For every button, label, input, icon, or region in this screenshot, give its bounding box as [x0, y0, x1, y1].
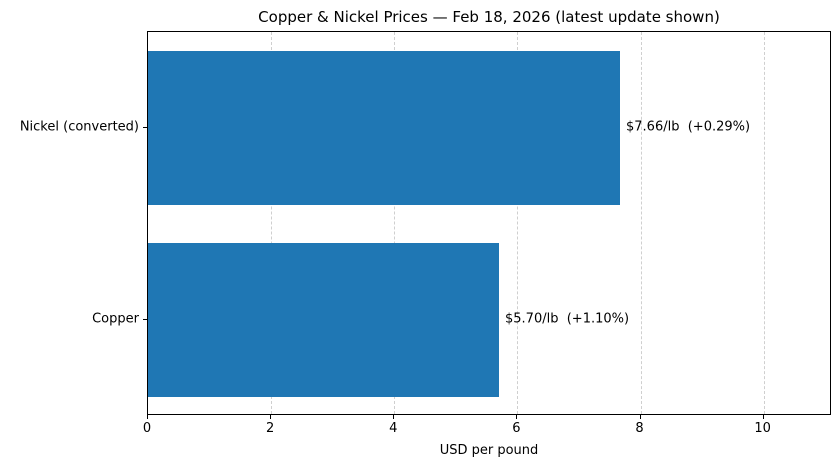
x-tick-mark-8	[639, 415, 641, 419]
gridline-x-10	[763, 32, 765, 414]
chart-title: Copper & Nickel Prices — Feb 18, 2026 (l…	[258, 8, 720, 26]
x-tick-mark-4	[393, 415, 395, 419]
gridline-x-4	[394, 32, 396, 414]
plot-area	[147, 31, 831, 415]
bar-copper	[148, 243, 499, 397]
x-tick-mark-2	[270, 415, 272, 419]
y-tick-mark-1	[143, 319, 147, 320]
x-tick-label-6: 6	[512, 421, 521, 436]
x-tick-label-4: 4	[389, 421, 398, 436]
x-axis-label: USD per pound	[439, 443, 539, 458]
bar-nickel-converted	[148, 51, 620, 205]
bar-value-label-copper: $5.70/lb (+1.10%)	[505, 311, 630, 327]
y-tick-mark-0	[143, 127, 147, 128]
x-tick-label-0: 0	[142, 421, 152, 436]
y-category-label-nickel: Nickel (converted)	[19, 119, 139, 135]
x-tick-mark-10	[762, 415, 764, 419]
x-tick-label-10: 10	[754, 421, 771, 436]
gridline-x-2	[271, 32, 273, 414]
y-category-label-copper: Copper	[92, 311, 139, 327]
gridline-x-6	[517, 32, 519, 414]
x-tick-mark-0	[147, 415, 148, 419]
bar-value-label-nickel: $7.66/lb (+0.29%)	[626, 119, 751, 135]
gridline-x-8	[640, 32, 642, 414]
x-tick-mark-6	[516, 415, 518, 419]
x-tick-label-2: 2	[265, 421, 275, 436]
x-tick-label-8: 8	[635, 421, 644, 436]
